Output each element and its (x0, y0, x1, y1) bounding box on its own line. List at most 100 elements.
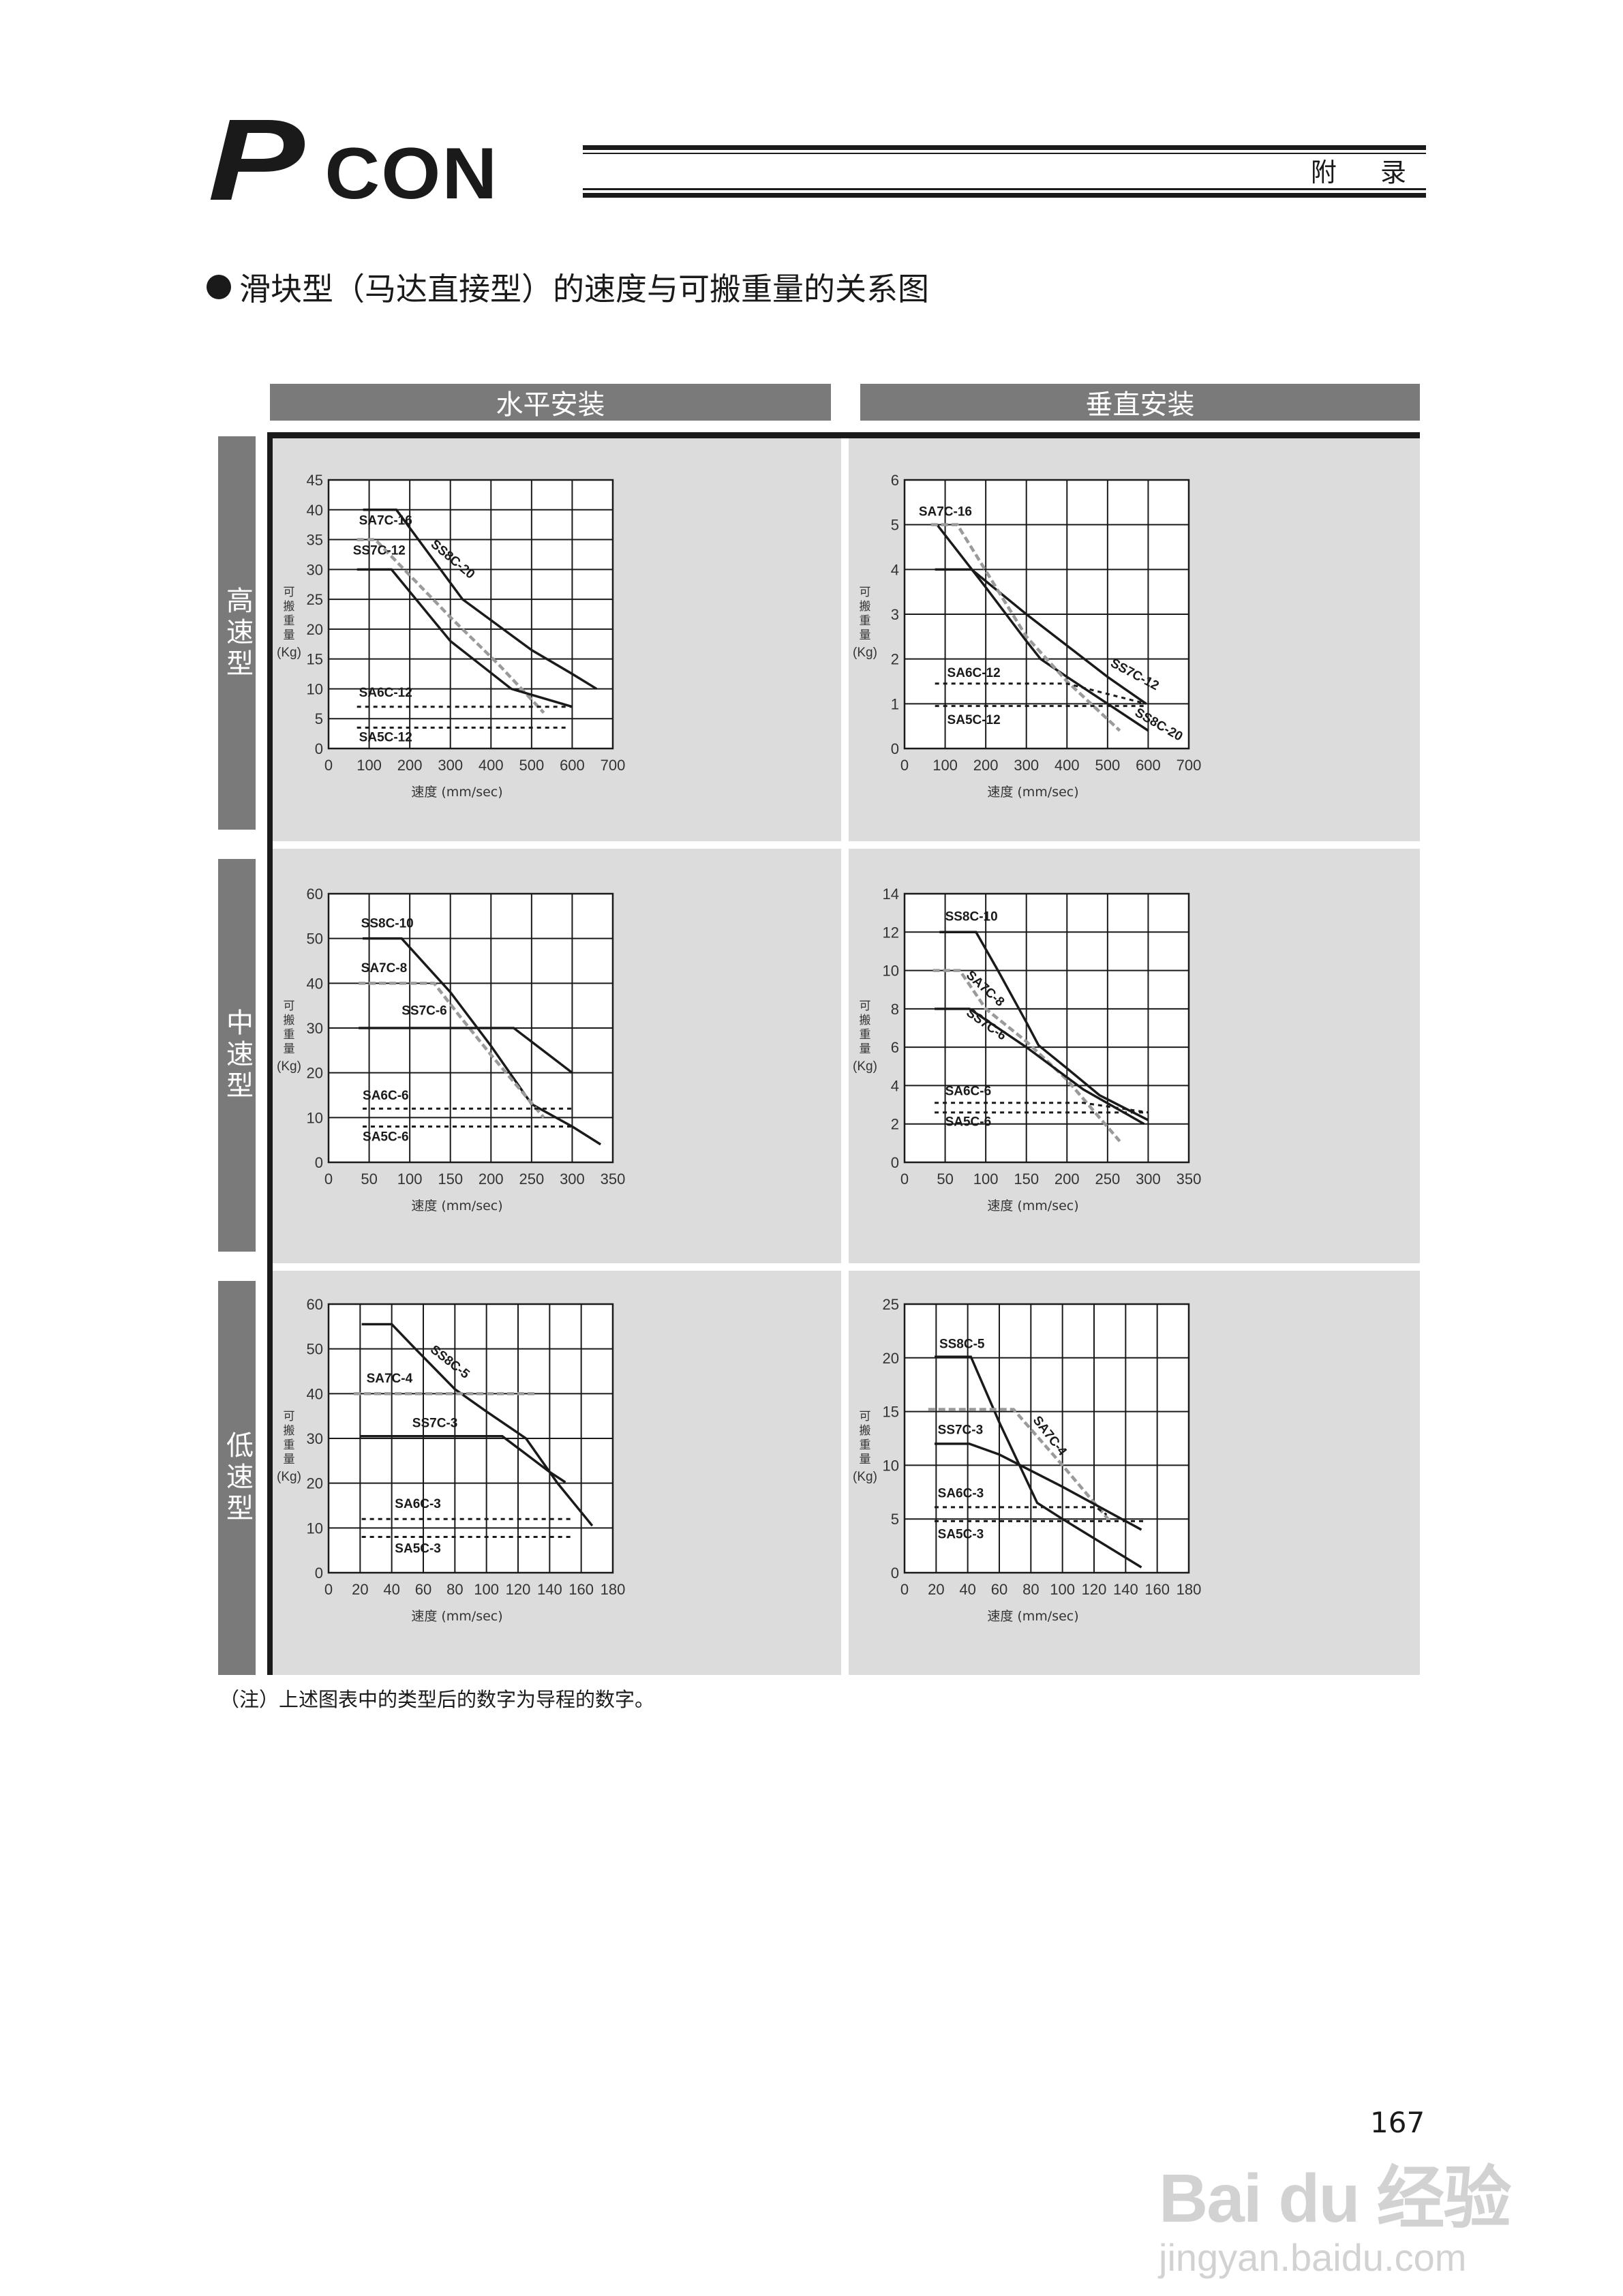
series-line-sa7c-4 (928, 1408, 1111, 1522)
series-label: SA6C-3 (938, 1487, 984, 1501)
y-axis-label: 可搬重量 (Kg) (277, 586, 301, 660)
series-line-ss8c-10 (939, 931, 1149, 1121)
y-tick-label: 20 (307, 1065, 323, 1082)
y-axis-label-char: 搬 (284, 1424, 295, 1438)
y-tick-label: 5 (891, 517, 899, 534)
y-axis-label-char: 重 (284, 1028, 295, 1042)
x-tick-label: 300 (1014, 757, 1039, 774)
y-axis-label-char: 量 (284, 1453, 295, 1466)
y-axis-label-char: 量 (284, 629, 295, 642)
y-tick-label: 6 (891, 1039, 899, 1056)
y-tick-label: 10 (883, 1457, 899, 1474)
y-tick-label: 20 (307, 621, 323, 638)
header-rule-bottom-thin (583, 188, 1426, 190)
y-axis-label: 可搬重量 (Kg) (277, 999, 301, 1074)
y-tick-label: 5 (315, 710, 323, 727)
y-tick-label: 10 (307, 1109, 323, 1126)
x-tick-label: 100 (474, 1581, 499, 1598)
x-tick-label: 200 (1055, 1170, 1080, 1188)
header-rule-bottom (583, 193, 1426, 198)
y-tick-label: 60 (307, 886, 323, 903)
y-axis-label-char: 可 (284, 999, 295, 1013)
x-tick-label: 200 (973, 757, 999, 774)
y-axis-label-char: 可 (860, 999, 871, 1013)
x-axis-label: 速度 (mm/sec) (411, 1609, 502, 1624)
series-line-sa6c-6 (935, 1102, 1149, 1114)
series-label: SA7C-16 (919, 505, 972, 519)
x-tick-label: 50 (361, 1170, 377, 1188)
grid-top-bar (267, 432, 1420, 438)
watermark-line-1: Bai du 经验 (1159, 2160, 1511, 2237)
baidu-jingyan-watermark: Bai du 经验 jingyan.baidu.com (1159, 2160, 1511, 2280)
y-tick-label: 30 (307, 561, 323, 578)
series-line-ss7c-3 (935, 1442, 1142, 1531)
series-label: SA6C-12 (947, 666, 1001, 680)
x-tick-label: 250 (1095, 1170, 1120, 1188)
y-tick-label: 25 (307, 591, 323, 608)
series-line-ss7c-6 (935, 1008, 1145, 1126)
x-tick-label: 400 (1055, 757, 1080, 774)
x-tick-label: 300 (560, 1170, 585, 1188)
x-tick-label: 200 (397, 757, 423, 774)
y-tick-label: 1 (891, 695, 899, 712)
x-tick-label: 0 (900, 1581, 909, 1598)
y-tick-label: 40 (307, 502, 323, 519)
x-tick-label: 140 (1113, 1581, 1138, 1598)
row-header-medium-speed: 中速型 (218, 859, 256, 1252)
x-tick-label: 160 (568, 1581, 594, 1598)
x-tick-label: 350 (601, 1170, 626, 1188)
y-axis-label-char: 搬 (860, 1424, 871, 1438)
x-tick-label: 300 (1136, 1170, 1161, 1188)
column-header-vertical: 垂直安装 (860, 384, 1420, 421)
x-tick-label: 250 (519, 1170, 544, 1188)
x-tick-label: 600 (560, 757, 585, 774)
y-tick-label: 25 (883, 1296, 899, 1313)
chart-panel-horizontal-low: 0 20 40 60 80 100 120 140 160 180 0 10 20 30 40 50 60 速度 … (273, 1271, 841, 1675)
y-axis-label-char: 搬 (284, 1014, 295, 1027)
y-axis-label-char: 量 (860, 1453, 871, 1466)
y-tick-label: 0 (315, 1565, 323, 1582)
series-label: SA5C-3 (395, 1541, 441, 1556)
x-tick-label: 700 (601, 757, 626, 774)
page-title: 滑块型（马达直接型）的速度与可搬重量的关系图 (207, 265, 929, 309)
series-line-sa7c-8 (932, 969, 1121, 1143)
series-line-sa7c-16 (930, 523, 1121, 732)
x-tick-label: 20 (928, 1581, 944, 1598)
y-axis-label: 可搬重量 (Kg) (277, 1410, 301, 1484)
page-title-text: 滑块型（马达直接型）的速度与可搬重量的关系图 (239, 271, 929, 307)
series-label: SA6C-3 (395, 1497, 441, 1511)
x-tick-label: 120 (1082, 1581, 1107, 1598)
y-tick-label: 60 (307, 1296, 323, 1313)
y-tick-label: 4 (891, 561, 899, 578)
y-tick-label: 8 (891, 1001, 899, 1018)
x-tick-label: 500 (1095, 757, 1120, 774)
x-tick-label: 200 (479, 1170, 504, 1188)
chart-panel-vertical-medium: 0 50 100 150 200 250 300 350 0 2 4 6 8 10 12 14 速度 (mm/s… (849, 849, 1420, 1263)
chart: 0 50 100 150 200 250 300 350 0 10 20 30 40 50 60 速度 (mm… (277, 886, 626, 1213)
x-axis-label: 速度 (mm/sec) (987, 1198, 1078, 1213)
y-tick-label: 35 (307, 532, 323, 549)
chart: 0 20 40 60 80 100 120 140 160 180 0 5 10 15 20 25 速度 (mm… (853, 1296, 1201, 1624)
column-header-horizontal: 水平安装 (270, 384, 831, 421)
x-tick-label: 0 (900, 1170, 909, 1188)
x-tick-label: 350 (1177, 1170, 1202, 1188)
footnote: （注）上述图表中的类型后的数字为导程的数字。 (219, 1688, 655, 1711)
x-tick-label: 400 (479, 757, 504, 774)
header-rule-top-thin (583, 153, 1426, 154)
series-label: SS8C-5 (939, 1338, 985, 1352)
x-tick-label: 60 (415, 1581, 431, 1598)
x-tick-label: 100 (973, 1170, 999, 1188)
chart-panel-vertical-high: 0 100 200 300 400 500 600 700 0 1 2 3 4 5 6 速度 (mm/sec)… (849, 438, 1420, 841)
x-tick-label: 100 (1050, 1581, 1075, 1598)
y-tick-label: 30 (307, 1430, 323, 1447)
series-line-ss8c-20 (363, 509, 598, 690)
y-tick-label: 0 (891, 1154, 899, 1171)
y-axis-label-unit: (Kg) (853, 1470, 877, 1484)
pcon-logo: P CON (208, 102, 498, 218)
y-axis-label-char: 可 (860, 1410, 871, 1423)
series-label: SA7C-8 (361, 961, 408, 976)
x-axis-label: 速度 (mm/sec) (411, 1198, 502, 1213)
series-label: SA6C-12 (359, 686, 412, 700)
y-axis-label-char: 重 (860, 614, 871, 628)
bullet-icon (207, 275, 231, 299)
